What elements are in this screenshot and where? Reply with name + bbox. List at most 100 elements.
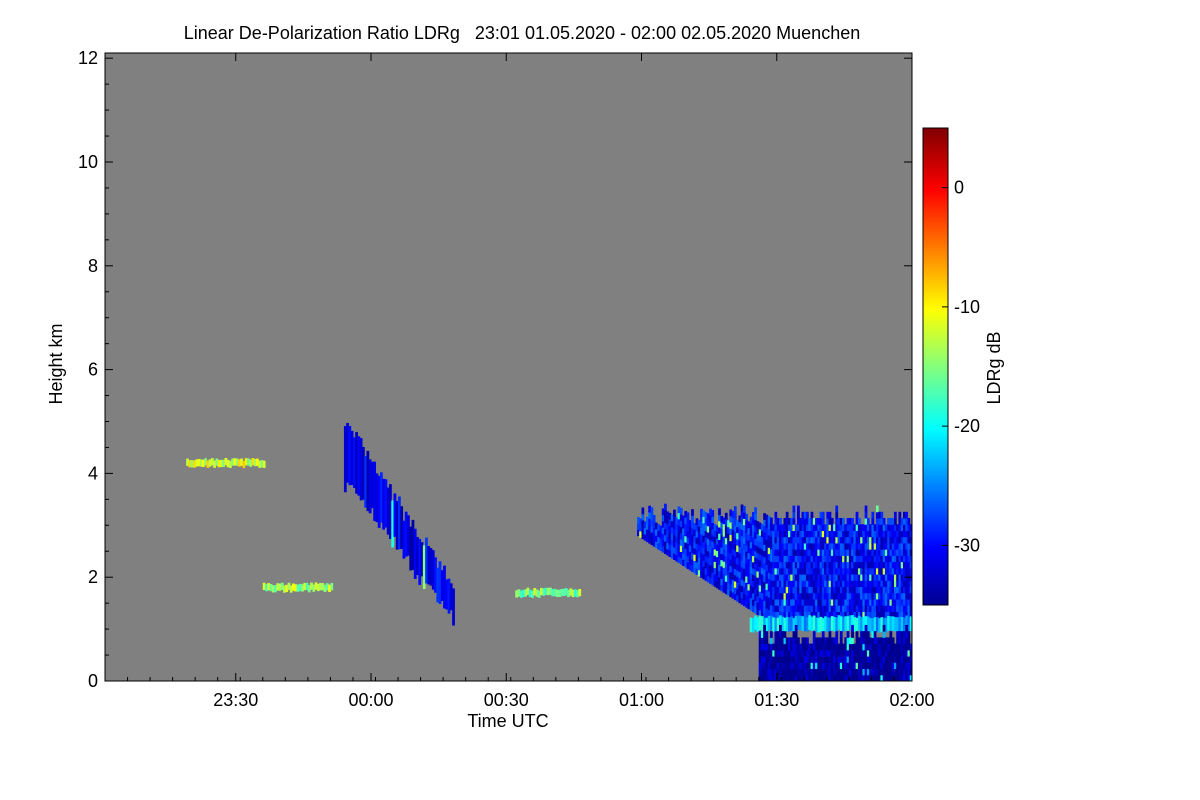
feature-6 [186, 458, 266, 469]
cloud-cell [677, 537, 681, 545]
cloud-cell [718, 564, 721, 572]
cloud-cell [772, 662, 775, 670]
cloud-cell [810, 598, 814, 606]
cloud-cell [713, 542, 717, 550]
cloud-cell [756, 589, 760, 597]
cloud-cell [803, 561, 807, 569]
cloud-cell [799, 662, 803, 670]
cloud-cell [718, 514, 721, 522]
cloud-cell [785, 656, 789, 663]
cloud-cell [779, 524, 782, 531]
cloud-cell [783, 518, 787, 525]
cloud-cell [905, 592, 908, 600]
cloud-cell [733, 568, 737, 576]
layer-cell [210, 458, 214, 466]
cloud-cell [713, 561, 717, 569]
layer-cell [517, 589, 521, 597]
cloud-cell [758, 553, 762, 561]
layer-cell [571, 589, 575, 598]
cloud-cell [893, 524, 897, 531]
cloud-cell [846, 567, 850, 575]
cloud-cell [866, 605, 870, 612]
cloud-cell [828, 586, 832, 594]
cloud-cell [851, 574, 854, 581]
cloud-cell [855, 637, 859, 645]
cloud-cell [902, 586, 906, 594]
cloud-cell [889, 561, 893, 569]
cloud-cell [882, 668, 886, 676]
cloud-cell [803, 518, 807, 525]
cloud-cell [657, 542, 661, 550]
cloud-cell [779, 536, 782, 544]
cloud-cell [763, 624, 766, 632]
cloud-cell [749, 541, 753, 549]
cloud-cell [873, 631, 877, 638]
cloud-cell [763, 606, 766, 614]
cloud-cell [670, 526, 674, 534]
streak-cell [393, 493, 397, 537]
cloud-cell [767, 541, 771, 548]
cloud-cell [781, 542, 785, 550]
cloud-cell [830, 643, 834, 651]
cloud-cell [819, 643, 823, 651]
cloud-cell [790, 524, 794, 531]
cloud-cell [758, 656, 762, 663]
cloud-cell [774, 643, 778, 651]
cloud-cell [826, 649, 830, 657]
cloud-cell [774, 561, 778, 569]
cloud-cell [864, 605, 868, 612]
cloud-cell [760, 567, 764, 575]
cloud-cell [889, 605, 893, 612]
layer-cell [260, 460, 264, 468]
cloud-cell [790, 536, 794, 544]
cloud-cell [878, 643, 881, 651]
cloud-cell [828, 574, 832, 581]
cloud-cell [889, 549, 893, 556]
cloud-cell [747, 558, 751, 566]
cloud-cell [846, 605, 850, 612]
cloud-cell [866, 649, 870, 657]
layer-cell [808, 615, 812, 630]
cloud-cell [765, 533, 769, 541]
cloud-cell [842, 549, 845, 556]
cloud-cell [839, 567, 843, 575]
cloud-cell [821, 674, 825, 681]
streak-cell [411, 519, 415, 570]
layer-cell [213, 460, 216, 468]
cloud-cell [738, 590, 742, 597]
cloud-cell [839, 668, 843, 676]
layer-cell [301, 584, 304, 592]
cloud-cell [758, 547, 762, 555]
streak-cell [452, 588, 455, 626]
cloud-cell [884, 643, 888, 651]
cloud-cell [776, 518, 780, 525]
cloud-cell [900, 598, 904, 606]
cloud-cell [740, 585, 744, 593]
cloud-cell [891, 567, 895, 575]
cloud-cell [655, 522, 658, 530]
cloud-cell [846, 649, 850, 657]
cloud-cell [880, 530, 884, 538]
layer-cell [767, 615, 771, 631]
cloud-cell [842, 649, 845, 657]
cloud-cell [760, 611, 764, 619]
cloud-cell [900, 643, 904, 651]
layer-cell [312, 584, 316, 592]
cloud-cell [797, 662, 800, 670]
cloud-cell [869, 574, 872, 581]
cloud-cell [772, 536, 775, 544]
cloud-cell [837, 643, 841, 651]
cloud-cell [801, 598, 805, 606]
cloud-cell [688, 520, 692, 527]
cloud-cell [869, 549, 872, 556]
cloud-cell [763, 531, 766, 539]
cloud-cell [648, 524, 652, 532]
cloud-cell [794, 611, 798, 619]
cloud-cell [792, 605, 796, 612]
cloud-cell [661, 539, 665, 547]
cloud-cell [722, 548, 726, 556]
cloud-cell [882, 598, 886, 606]
cloud-cell [882, 561, 886, 569]
cloud-cell [772, 555, 775, 563]
cloud-cell [742, 506, 746, 513]
